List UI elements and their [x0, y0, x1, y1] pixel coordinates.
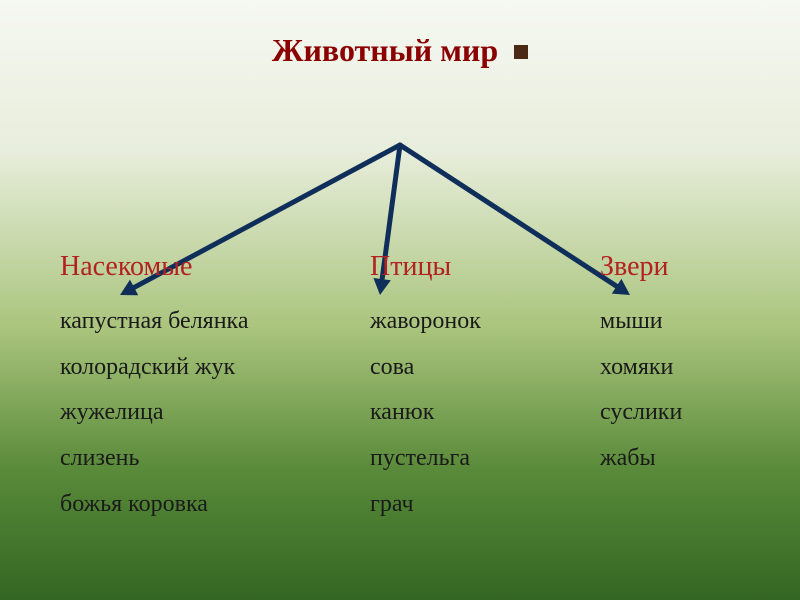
- column-header-birds: Птицы: [370, 240, 550, 293]
- column-header-beasts: Звери: [600, 240, 740, 293]
- column-beasts: Звери мыши хомяки суслики жабы: [600, 240, 740, 527]
- birds-item: грач: [370, 482, 550, 528]
- column-birds: Птицы жаворонок сова канюк пустельга гра…: [370, 240, 550, 527]
- birds-item: жаворонок: [370, 299, 550, 345]
- insects-item: колорадский жук: [60, 345, 320, 391]
- title-text: Животный мир: [272, 32, 498, 68]
- insects-item: капустная белянка: [60, 299, 320, 345]
- slide-root: Животный мир Насекомые капустная белянка…: [0, 0, 800, 600]
- birds-item: канюк: [370, 390, 550, 436]
- column-insects: Насекомые капустная белянка колорадский …: [60, 240, 320, 527]
- column-header-insects: Насекомые: [60, 240, 320, 293]
- beasts-item: жабы: [600, 436, 740, 482]
- beasts-item: хомяки: [600, 345, 740, 391]
- columns-wrap: Насекомые капустная белянка колорадский …: [60, 240, 740, 527]
- insects-item: жужелица: [60, 390, 320, 436]
- birds-item: сова: [370, 345, 550, 391]
- beasts-item: мыши: [600, 299, 740, 345]
- beasts-item: суслики: [600, 390, 740, 436]
- birds-item: пустельга: [370, 436, 550, 482]
- insects-item: божья коровка: [60, 482, 320, 528]
- insects-item: слизень: [60, 436, 320, 482]
- slide-title: Животный мир: [0, 32, 800, 69]
- title-square-icon: [514, 45, 528, 59]
